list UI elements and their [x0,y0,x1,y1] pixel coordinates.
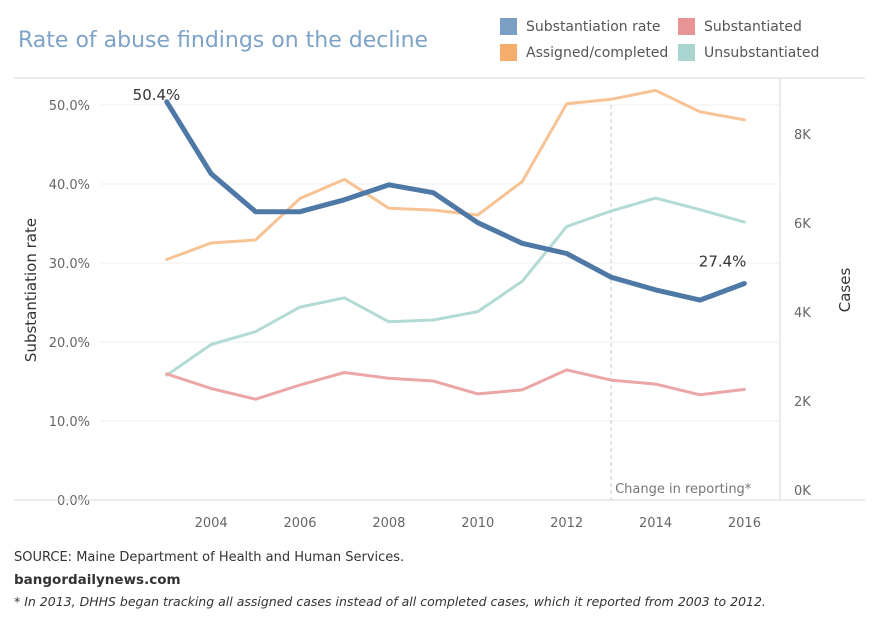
source-note: SOURCE: Maine Department of Health and H… [14,550,405,565]
y-tick-right-3: 6K [794,217,811,232]
x-tick-2012: 2012 [550,516,583,531]
y-tick-left-4: 40.0% [49,178,90,193]
data-label-end: 27.4% [699,253,747,271]
legend-swatch-assigned-completed [500,44,517,61]
legend-label-unsubstantiated: Unsubstantiated [704,44,820,61]
legend-label-substantiated: Substantiated [704,18,802,35]
y-axis-title-right: Cases [836,268,854,313]
x-tick-2006: 2006 [283,516,316,531]
y-axis-title-left: Substantiation rate [22,218,40,362]
y-tick-right-4: 8K [794,128,811,143]
legend-swatch-unsubstantiated [678,44,695,61]
legend-item-substantiated[interactable]: Substantiated [678,18,802,35]
x-tick-2008: 2008 [372,516,405,531]
line-chart: 0.0% 10.0% 20.0% 30.0% 40.0% 50.0% 0K 2K 4K 6K 8K C… [14,77,865,531]
legend-swatch-substantiated [678,18,695,35]
chart-legend: Substantiation rate Substantiated Assign… [500,18,860,70]
legend-item-unsubstantiated[interactable]: Unsubstantiated [678,44,819,61]
y-tick-right-2: 4K [794,306,811,321]
y-tick-left-5: 50.0% [49,99,90,114]
reporting-footnote: * In 2013, DHHS began tracking all assig… [14,594,766,609]
legend-item-substantiation-rate[interactable]: Substantiation rate [500,18,661,35]
legend-label-substantiation-rate: Substantiation rate [526,18,661,35]
series-line-unsubstantiated [165,196,746,377]
y-tick-left-3: 30.0% [49,257,90,272]
series-line-assigned-completed [165,88,746,261]
y-tick-left-1: 10.0% [49,415,90,430]
chart-title: Rate of abuse findings on the decline [18,28,429,53]
series-line-substantiated [165,368,746,401]
x-tick-2016: 2016 [728,516,761,531]
legend-item-assigned-completed[interactable]: Assigned/completed [500,44,668,61]
y-tick-right-1: 2K [794,395,811,410]
reporting-change-label: Change in reporting* [615,482,752,497]
publisher-site: bangordailynews.com [14,572,181,588]
y-tick-left-0: 0.0% [57,494,90,509]
y-tick-left-2: 20.0% [49,336,90,351]
data-label-start: 50.4% [133,86,181,104]
x-tick-2004: 2004 [195,516,228,531]
legend-label-assigned-completed: Assigned/completed [526,44,669,61]
legend-swatch-substantiation-rate [500,18,517,35]
x-tick-2010: 2010 [461,516,494,531]
series-line-substantiation-rate [164,99,747,303]
x-tick-2014: 2014 [639,516,672,531]
y-tick-right-0: 0K [794,484,811,499]
